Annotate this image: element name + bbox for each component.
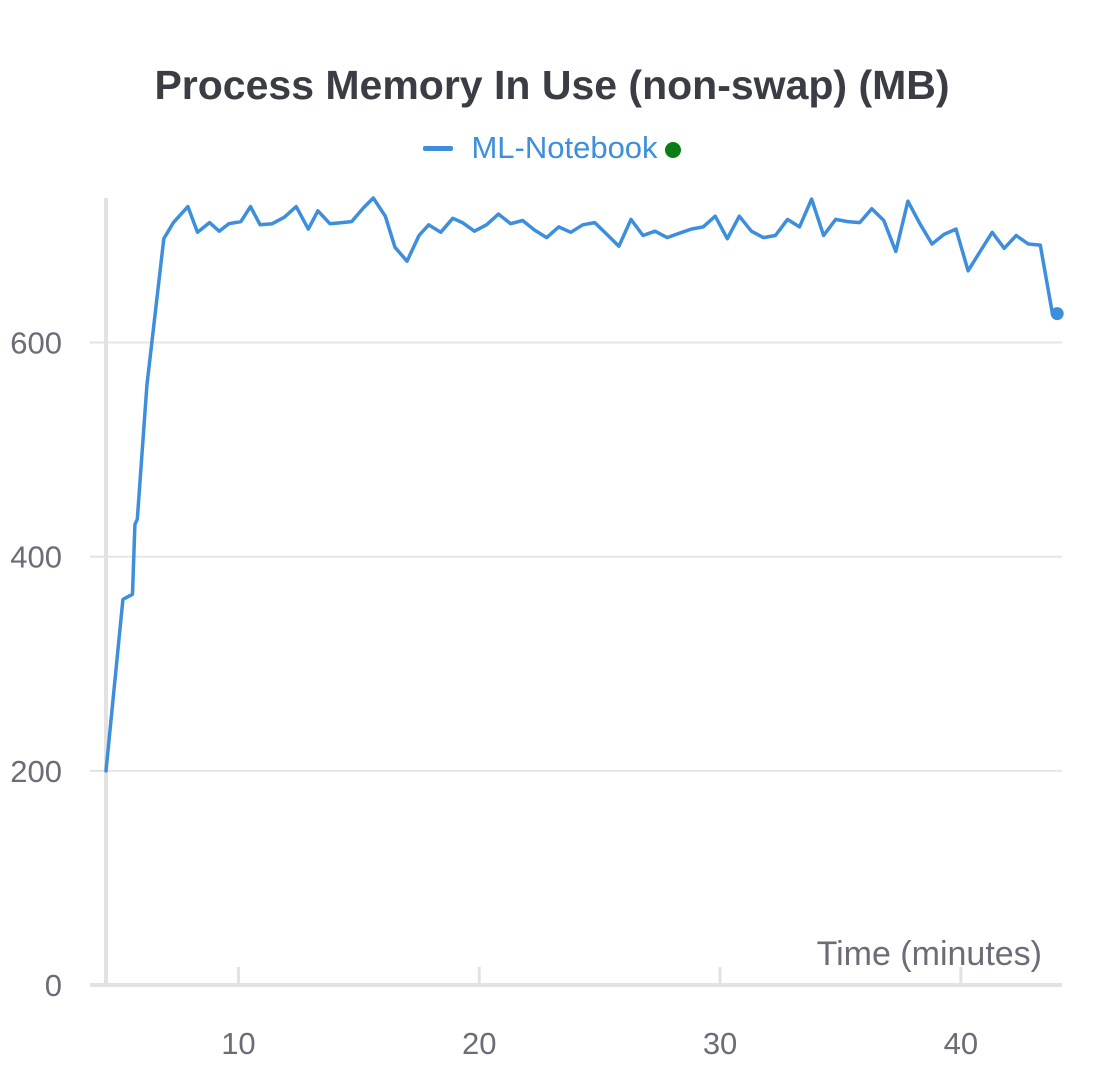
x-tick-label-30: 30	[703, 1026, 737, 1061]
tick-labels: 0 200 400 600 10 20 30 40	[10, 326, 978, 1061]
axes	[90, 198, 1062, 987]
legend-swatch-ml-notebook	[423, 145, 454, 151]
x-tick-label-20: 20	[462, 1026, 496, 1061]
chart-title: Process Memory In Use (non-swap) (MB)	[154, 62, 950, 108]
y-tick-label-0: 0	[45, 968, 62, 1003]
y-tick-label-200: 200	[10, 754, 62, 789]
x-tick-label-10: 10	[221, 1026, 255, 1061]
gridlines	[90, 341, 1062, 985]
x-tick-label-40: 40	[944, 1026, 978, 1061]
status-dot-icon	[664, 142, 681, 158]
series-line-ml-notebook[interactable]	[104, 196, 1059, 773]
series-last-point-marker[interactable]	[1050, 307, 1064, 321]
legend: ML-Notebook	[0, 130, 1104, 166]
legend-label-ml-notebook[interactable]: ML-Notebook	[471, 130, 658, 165]
y-tick-label-600: 600	[10, 326, 62, 361]
x-axis-title: Time (minutes)	[817, 935, 1042, 973]
y-tick-label-400: 400	[10, 540, 62, 575]
